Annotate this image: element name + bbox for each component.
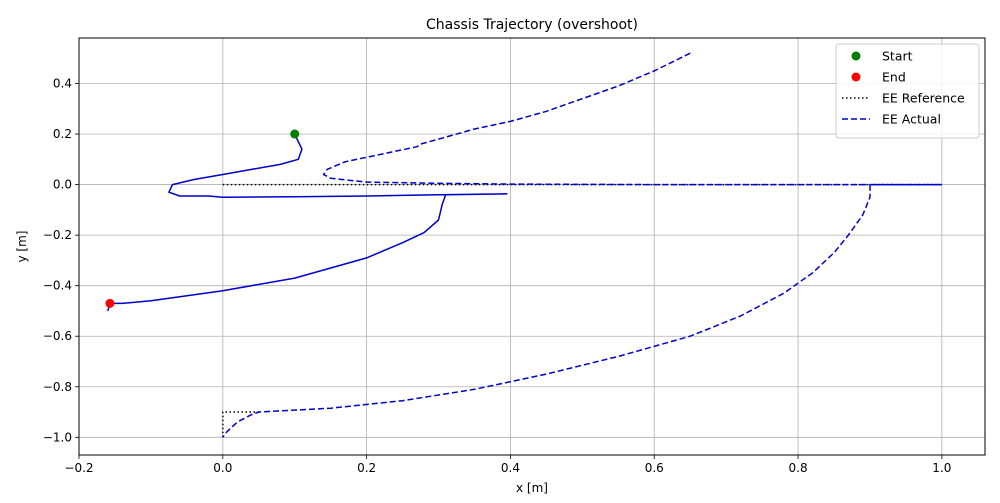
series-layer xyxy=(107,52,942,438)
y-tick-label: −0.8 xyxy=(43,380,72,394)
y-tick-label: −0.4 xyxy=(43,279,72,293)
x-tick-label: 0.0 xyxy=(213,461,232,475)
series-line-4 xyxy=(222,183,942,438)
y-tick-label: −0.6 xyxy=(43,329,72,343)
legend-box xyxy=(835,43,980,139)
series-line-0 xyxy=(107,133,508,312)
x-tick-label: 1.0 xyxy=(932,461,951,475)
x-ticks: −0.2 0.0 0.2 0.4 0.6 0.8 1.0 xyxy=(64,455,951,475)
y-tick-label: 0.4 xyxy=(53,76,72,90)
y-axis-label: y [m] xyxy=(15,231,29,263)
plot-frame xyxy=(78,37,986,456)
x-axis-label: x [m] xyxy=(516,481,548,495)
series-line-2 xyxy=(222,411,259,438)
legend-ee-reference-label: EE Reference xyxy=(882,91,965,106)
y-tick-label: 0.0 xyxy=(53,178,72,192)
x-tick-label: 0.6 xyxy=(645,461,664,475)
x-tick-label: −0.2 xyxy=(64,461,93,475)
end-marker xyxy=(105,298,115,308)
legend: Start End EE Reference EE Actual xyxy=(835,43,980,139)
start-marker xyxy=(290,129,300,139)
x-tick-label: 0.4 xyxy=(501,461,520,475)
y-ticks: −1.0 −0.8 −0.6 −0.4 −0.2 0.0 0.2 0.4 xyxy=(43,76,79,444)
chart-title: Chassis Trajectory (overshoot) xyxy=(426,17,638,33)
y-tick-label: 0.2 xyxy=(53,127,72,141)
y-tick-label: −1.0 xyxy=(43,430,72,444)
legend-end-label: End xyxy=(882,70,906,85)
legend-start-label: Start xyxy=(882,49,913,64)
legend-start-swatch xyxy=(851,51,861,61)
x-tick-label: 0.8 xyxy=(789,461,808,475)
legend-end-swatch xyxy=(851,72,861,82)
series-line-3 xyxy=(322,52,942,186)
x-tick-label: 0.2 xyxy=(357,461,376,475)
marker-layer xyxy=(105,129,300,308)
legend-ee-actual-label: EE Actual xyxy=(882,112,941,127)
y-tick-label: −0.2 xyxy=(43,228,72,242)
